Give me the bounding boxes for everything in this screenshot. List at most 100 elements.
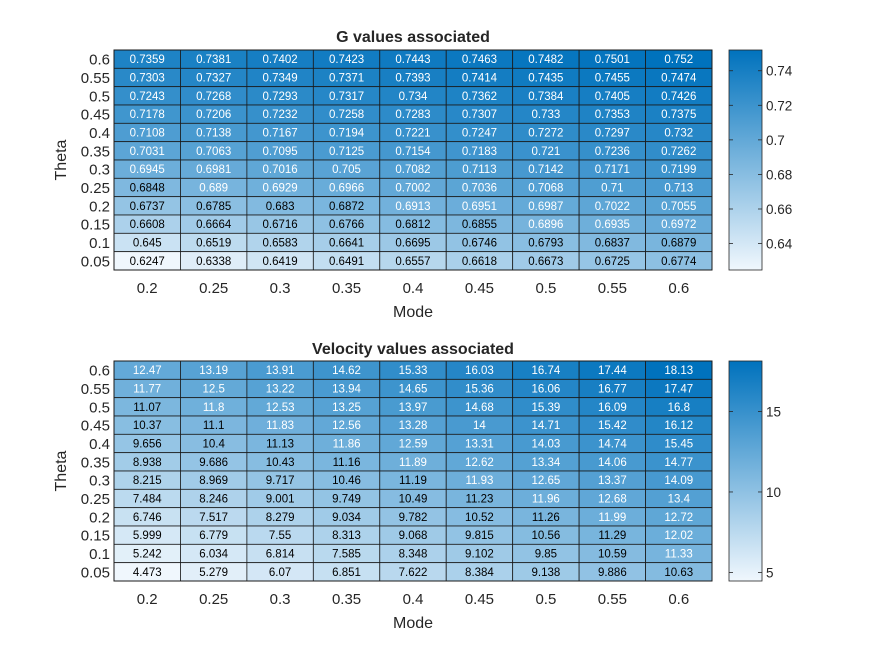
x-tick-label: 0.25 xyxy=(199,591,228,608)
cell-value-label: 0.7016 xyxy=(263,164,298,176)
colorbar xyxy=(728,360,763,582)
y-tick-label: 0.1 xyxy=(89,235,110,252)
cell-value-label: 16.12 xyxy=(664,420,693,432)
cell-value-label: 8.215 xyxy=(133,475,162,487)
cell-value-label: 0.7194 xyxy=(329,128,365,140)
cell-value-label: 8.246 xyxy=(199,494,228,506)
heatmap-border xyxy=(113,49,713,271)
cell-value-label: 14.65 xyxy=(399,384,428,396)
cell-value-label: 16.77 xyxy=(598,384,627,396)
cell-value-label: 14.77 xyxy=(664,457,693,469)
y-tick-label: 0.5 xyxy=(89,399,110,416)
cell-value-label: 0.7426 xyxy=(661,91,696,103)
x-tick-label: 0.5 xyxy=(535,280,556,297)
cell-value-label: 0.7199 xyxy=(661,164,696,176)
cell-value-label: 0.6774 xyxy=(661,256,697,268)
cell-value-label: 15.42 xyxy=(598,420,627,432)
cell-value-label: 10.59 xyxy=(598,549,627,561)
cell-value-label: 16.09 xyxy=(598,402,627,414)
cell-value-label: 8.384 xyxy=(465,567,494,579)
cell-value-label: 12.56 xyxy=(332,420,361,432)
cell-value-label: 11.23 xyxy=(465,494,493,506)
y-tick-label: 0.45 xyxy=(81,418,110,435)
cell-value-label: 0.7108 xyxy=(130,128,165,140)
cell-value-label: 0.6766 xyxy=(329,219,364,231)
cell-value-label: 0.6972 xyxy=(661,219,696,231)
cell-value-label: 0.6872 xyxy=(329,201,364,213)
cell-value-label: 0.7393 xyxy=(395,73,430,85)
cell-value-label: 0.7142 xyxy=(528,164,563,176)
cell-value-label: 9.782 xyxy=(399,512,428,524)
cell-value-label: 13.91 xyxy=(266,365,295,377)
cell-value-label: 11.77 xyxy=(133,384,161,396)
cell-value-label: 0.7154 xyxy=(395,146,431,158)
chart-title: Velocity values associated xyxy=(312,341,514,358)
cell-value-label: 0.7055 xyxy=(661,201,696,213)
cell-value-label: 0.7171 xyxy=(595,164,630,176)
cell-value-label: 11.99 xyxy=(598,512,626,524)
x-axis-label: Mode xyxy=(393,615,433,632)
x-tick-label: 0.3 xyxy=(270,591,291,608)
cell-value-label: 0.6725 xyxy=(595,256,630,268)
cell-value-label: 9.068 xyxy=(399,530,428,542)
cell-value-label: 0.7063 xyxy=(196,146,231,158)
cell-value-label: 0.7178 xyxy=(130,109,165,121)
cell-value-label: 12.59 xyxy=(399,439,428,451)
cell-value-label: 0.7474 xyxy=(661,73,697,85)
colorbar-tick-label: 15 xyxy=(766,404,781,419)
cell-value-label: 5.999 xyxy=(133,530,162,542)
cell-value-label: 5.242 xyxy=(133,549,162,561)
cell-value-label: 0.71 xyxy=(601,183,623,195)
x-tick-label: 0.45 xyxy=(465,591,494,608)
colorbar-tick-label: 5 xyxy=(766,566,774,581)
cell-value-label: 0.7402 xyxy=(263,54,298,66)
cell-value-label: 0.6837 xyxy=(595,238,630,250)
y-tick-label: 0.6 xyxy=(89,363,110,380)
cell-value-label: 0.6966 xyxy=(329,183,364,195)
cell-value-label: 0.683 xyxy=(266,201,295,213)
cell-value-label: 0.6855 xyxy=(462,219,497,231)
cell-value-label: 13.94 xyxy=(332,384,361,396)
cell-value-label: 13.97 xyxy=(399,402,428,414)
cell-value-label: 0.7455 xyxy=(595,73,630,85)
cell-value-label: 11.26 xyxy=(532,512,560,524)
cell-value-label: 10.43 xyxy=(266,457,295,469)
cell-value-label: 0.752 xyxy=(664,54,693,66)
cell-value-label: 8.313 xyxy=(332,530,361,542)
cell-value-label: 13.25 xyxy=(332,402,361,414)
cell-value-label: 0.7435 xyxy=(528,73,563,85)
cell-value-label: 0.6785 xyxy=(196,201,231,213)
y-tick-label: 0.45 xyxy=(81,107,110,124)
cell-value-label: 10.46 xyxy=(332,475,361,487)
cell-value-label: 11.13 xyxy=(266,439,294,451)
cell-value-label: 0.7303 xyxy=(130,73,165,85)
cell-value-label: 11.16 xyxy=(333,457,361,469)
x-tick-label: 0.4 xyxy=(403,280,424,297)
cell-value-label: 0.7183 xyxy=(462,146,497,158)
x-tick-label: 0.25 xyxy=(199,280,228,297)
x-tick-label: 0.35 xyxy=(332,591,361,608)
cell-value-label: 6.034 xyxy=(199,549,228,561)
cell-value-label: 0.7138 xyxy=(196,128,231,140)
cell-value-label: 0.713 xyxy=(664,183,693,195)
cell-value-label: 0.7022 xyxy=(595,201,630,213)
cell-value-label: 12.47 xyxy=(133,365,162,377)
y-tick-label: 0.25 xyxy=(81,491,110,508)
colorbar-tick-label: 0.68 xyxy=(766,167,792,182)
cell-value-label: 14 xyxy=(473,420,486,432)
y-tick-label: 0.5 xyxy=(89,88,110,105)
cell-value-label: 13.4 xyxy=(668,494,691,506)
cell-value-label: 0.7375 xyxy=(661,109,696,121)
chart-title: G values associated xyxy=(336,29,490,46)
cell-value-label: 11.89 xyxy=(399,457,427,469)
cell-value-label: 0.7317 xyxy=(329,91,364,103)
cell-value-label: 10.4 xyxy=(202,439,225,451)
cell-value-label: 9.686 xyxy=(199,457,228,469)
cell-value-label: 10.56 xyxy=(531,530,560,542)
y-tick-label: 0.3 xyxy=(89,162,110,179)
cell-value-label: 15.36 xyxy=(465,384,494,396)
x-tick-label: 0.2 xyxy=(137,280,158,297)
cell-value-label: 0.734 xyxy=(399,91,428,103)
cell-value-label: 0.6695 xyxy=(395,238,430,250)
